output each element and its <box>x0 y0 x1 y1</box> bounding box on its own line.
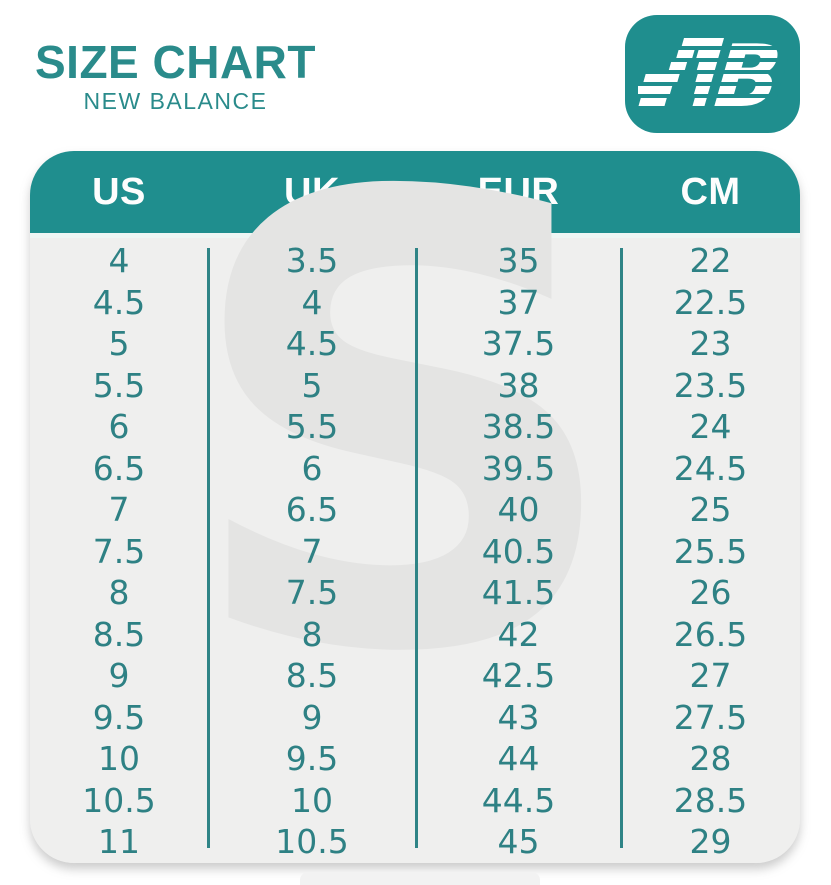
column-divider <box>620 248 623 848</box>
size-cell: 27 <box>689 656 732 696</box>
size-table-body: S 4 3.5 35 22 4.5 4 37 22.5 5 4.5 37.5 23 5.5 5 38 23.5… <box>30 151 800 863</box>
table-row: 6.5 6 39.5 24.5 <box>30 448 800 490</box>
table-row: 9 8.5 42.5 27 <box>30 655 800 697</box>
size-cell: 6 <box>301 448 323 488</box>
size-cell: 24 <box>689 407 732 447</box>
size-cell: 24.5 <box>673 448 748 488</box>
table-header-row: US UK EUR CM <box>30 151 800 238</box>
size-cell: 38 <box>497 365 540 405</box>
size-cell: 37 <box>497 282 540 322</box>
size-cell: 8.5 <box>92 614 146 654</box>
page-title: SIZE CHART <box>35 36 316 88</box>
size-cell: 25 <box>689 490 732 530</box>
cropped-watermark <box>300 872 540 885</box>
size-cell: 6 <box>108 407 130 447</box>
size-cell: 4.5 <box>92 282 146 322</box>
column-divider <box>207 248 210 848</box>
size-cell: 26.5 <box>673 614 748 654</box>
size-cell: 44.5 <box>481 780 556 820</box>
size-cell: 45 <box>497 822 540 862</box>
size-cell: 44 <box>497 739 540 779</box>
size-cell: 6.5 <box>285 490 339 530</box>
size-cell: 9 <box>301 697 323 737</box>
size-cell: 4 <box>108 241 130 281</box>
new-balance-logo: B <box>625 15 800 133</box>
size-cell: 42 <box>497 614 540 654</box>
size-cell: 10 <box>98 739 140 779</box>
title-block: SIZE CHART NEW BALANCE <box>35 38 316 115</box>
size-cell: 23 <box>689 324 732 364</box>
table-row: 11 10.5 45 29 <box>30 821 800 863</box>
size-cell: 40 <box>497 490 540 530</box>
size-cell: 8 <box>108 573 130 613</box>
watermark-letter: S <box>180 151 627 788</box>
size-cell: 28 <box>689 739 732 779</box>
size-cell: 37.5 <box>481 324 556 364</box>
table-rows: 4 3.5 35 22 4.5 4 37 22.5 5 4.5 37.5 23 5.5 5 38 23.5 6 5… <box>30 238 800 863</box>
column-header-cm: CM <box>680 170 741 213</box>
size-cell: 7.5 <box>285 573 339 613</box>
size-cell: 28.5 <box>673 780 748 820</box>
size-cell: 25.5 <box>673 531 748 571</box>
table-row: 4 3.5 35 22 <box>30 240 800 282</box>
nb-logo-icon: B <box>637 28 788 120</box>
table-row: 8.5 8 42 26.5 <box>30 614 800 656</box>
page-subtitle: NEW BALANCE <box>83 88 268 115</box>
size-cell: 42.5 <box>481 656 556 696</box>
table-row: 5.5 5 38 23.5 <box>30 365 800 407</box>
size-cell: 26 <box>689 573 732 613</box>
size-cell: 8 <box>301 614 323 654</box>
size-cell: 38.5 <box>481 407 556 447</box>
size-cell: 29 <box>689 822 732 862</box>
size-cell: 39.5 <box>481 448 556 488</box>
table-row: 9.5 9 43 27.5 <box>30 697 800 739</box>
size-cell: 3.5 <box>285 241 339 281</box>
table-row: 4.5 4 37 22.5 <box>30 282 800 324</box>
table-row: 7.5 7 40.5 25.5 <box>30 531 800 573</box>
table-row: 6 5.5 38.5 24 <box>30 406 800 448</box>
size-cell: 4.5 <box>285 324 339 364</box>
size-cell: 11 <box>98 822 140 862</box>
size-cell: 6.5 <box>92 448 146 488</box>
size-cell: 4 <box>301 282 323 322</box>
table-row: 8 7.5 41.5 26 <box>30 572 800 614</box>
size-cell: 22 <box>689 241 732 281</box>
size-cell: 23.5 <box>673 365 748 405</box>
column-header-eur: EUR <box>477 170 560 213</box>
size-cell: 9 <box>108 656 130 696</box>
size-cell: 35 <box>497 241 540 281</box>
size-cell: 10.5 <box>275 822 349 862</box>
size-cell: 9.5 <box>285 739 339 779</box>
table-row: 10.5 10 44.5 28.5 <box>30 780 800 822</box>
size-cell: 5 <box>108 324 130 364</box>
column-header-uk: UK <box>284 170 340 213</box>
size-cell: 27.5 <box>673 697 748 737</box>
size-cell: 10.5 <box>82 780 156 820</box>
column-header-us: US <box>92 170 146 213</box>
table-row: 5 4.5 37.5 23 <box>30 323 800 365</box>
size-cell: 10 <box>291 780 333 820</box>
size-chart-table: US UK EUR CM S 4 3.5 35 22 4.5 4 37 22.5 5 4.5 37.… <box>30 151 800 863</box>
table-row: 7 6.5 40 25 <box>30 489 800 531</box>
size-cell: 43 <box>497 697 540 737</box>
size-cell: 9.5 <box>92 697 146 737</box>
size-cell: 7.5 <box>92 531 146 571</box>
column-divider <box>415 248 418 848</box>
size-cell: 5.5 <box>92 365 146 405</box>
size-cell: 7 <box>301 531 323 571</box>
size-cell: 8.5 <box>285 656 339 696</box>
size-cell: 40.5 <box>481 531 556 571</box>
size-cell: 5 <box>301 365 323 405</box>
size-cell: 7 <box>108 490 130 530</box>
size-cell: 22.5 <box>673 282 748 322</box>
size-cell: 41.5 <box>481 573 556 613</box>
size-cell: 5.5 <box>285 407 339 447</box>
table-row: 10 9.5 44 28 <box>30 738 800 780</box>
